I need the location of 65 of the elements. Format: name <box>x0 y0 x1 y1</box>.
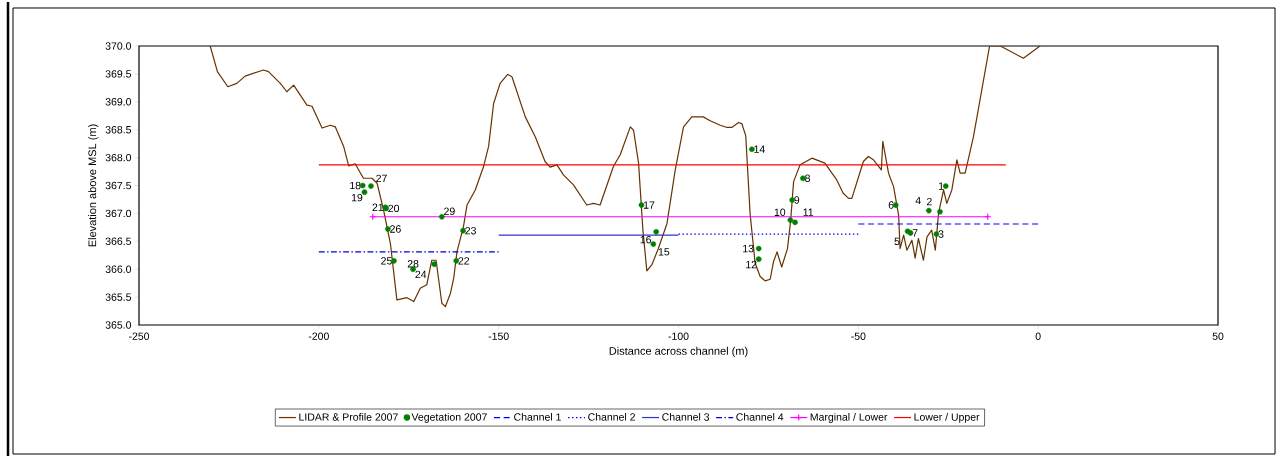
x-tick-label: -200 <box>308 332 329 340</box>
annotation: 11 <box>803 208 814 216</box>
annotation: 20 <box>388 204 400 213</box>
point <box>653 229 659 235</box>
annotation: 9 <box>794 196 800 204</box>
y-tick-label: 367.5 <box>105 181 132 190</box>
legend-label: Channel 3 <box>662 412 710 421</box>
legend-label: Channel 4 <box>736 412 784 421</box>
x-tick-label: -150 <box>488 332 509 340</box>
annotation: 28 <box>407 260 419 268</box>
legend-label: Channel 2 <box>588 412 635 421</box>
y-tick-label: 368.0 <box>105 153 132 162</box>
annotation: 19 <box>351 193 363 202</box>
point <box>368 183 374 189</box>
annotation: 3 <box>938 230 944 238</box>
annotation: 29 <box>444 207 455 216</box>
annotation: 10 <box>774 208 786 216</box>
point <box>361 189 368 195</box>
annotation: 23 <box>465 226 476 235</box>
x-tick-label: 0 <box>1035 332 1041 340</box>
point <box>650 241 657 247</box>
annotation: 22 <box>458 257 470 265</box>
legend-label: Vegetation 2007 <box>411 412 487 423</box>
annotation: 2 <box>926 197 932 206</box>
annotation: 21 <box>372 203 384 211</box>
x-tick-label: -250 <box>128 332 150 340</box>
annotation: 24 <box>415 270 427 279</box>
annotation: 18 <box>350 181 361 190</box>
legend-label: Marginal / Lower <box>810 412 888 423</box>
annotation: 25 <box>381 257 392 265</box>
legend-label: LIDAR & Profile 2007 <box>299 412 398 421</box>
point <box>755 256 762 262</box>
point <box>787 217 794 223</box>
annotation: 17 <box>643 201 655 209</box>
annotation: 6 <box>888 201 894 209</box>
x-tick-label: -100 <box>668 332 689 340</box>
y-tick-label: 366.5 <box>105 237 132 246</box>
x-tick-label: -50 <box>851 332 866 340</box>
annotation: 1 <box>938 182 944 190</box>
y-tick-label: 369.0 <box>105 98 132 106</box>
point <box>937 208 943 215</box>
point <box>431 261 438 267</box>
y-tick-label: 369.5 <box>105 70 132 78</box>
x-tick-label: 50 <box>1212 332 1224 340</box>
legend-label: Channel 1 <box>514 412 561 421</box>
y-tick-label: 365.5 <box>105 293 132 301</box>
legend-label: Lower / Upper <box>914 412 980 423</box>
point <box>755 245 762 252</box>
y-tick-label: 365.0 <box>105 321 132 329</box>
y-axis-title: Elevation above MSL (m) <box>88 124 99 247</box>
annotation: 15 <box>658 248 670 256</box>
y-tick-label: 370.0 <box>105 42 132 50</box>
y-tick-label: 368.5 <box>105 125 132 134</box>
annotation: 14 <box>754 145 765 153</box>
y-tick-label: 367.0 <box>105 209 132 218</box>
annotation: 4 <box>915 196 921 205</box>
point <box>926 207 932 214</box>
annotation: 8 <box>805 174 811 182</box>
annotation: 27 <box>376 174 387 182</box>
point <box>439 213 445 220</box>
x-axis-title: Distance across channel (m) <box>609 346 748 358</box>
point <box>792 219 798 226</box>
y-tick-label: 366.0 <box>105 265 132 273</box>
annotation: 26 <box>390 225 401 233</box>
line-series <box>209 46 1041 308</box>
